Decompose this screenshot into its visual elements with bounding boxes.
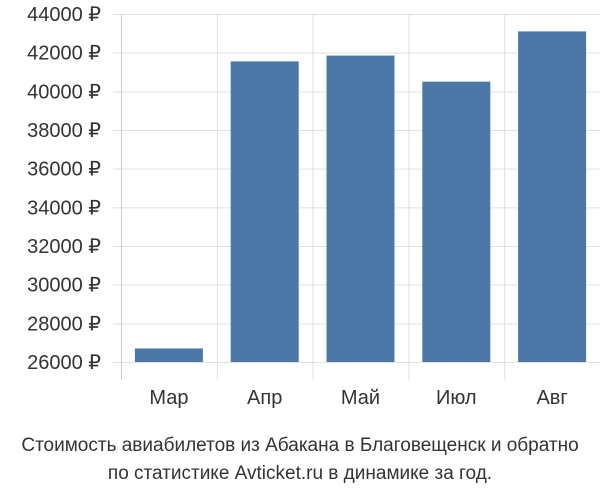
bar-1 bbox=[134, 348, 203, 362]
y-tick-label: 30000 ₽ bbox=[27, 275, 101, 297]
x-category-label: Мар bbox=[149, 387, 188, 409]
x-category-label: Июл bbox=[436, 387, 477, 409]
y-tick-label: 40000 ₽ bbox=[27, 81, 101, 103]
chart-caption-line-2: по статистике Avticket.ru в динамике за … bbox=[107, 463, 493, 484]
y-tick-label: 42000 ₽ bbox=[27, 43, 101, 65]
y-tick-label: 28000 ₽ bbox=[27, 313, 101, 335]
x-category-label: Апр bbox=[247, 387, 282, 409]
y-tick-label: 38000 ₽ bbox=[27, 120, 101, 142]
x-axis-category-labels: Мар Апр Май Июл Авг bbox=[149, 387, 567, 409]
bars bbox=[134, 31, 587, 363]
y-axis-tick-labels: 26000 ₽ 28000 ₽ 30000 ₽ 32000 ₽ 34000 ₽ 36000… bbox=[27, 4, 101, 374]
y-tick-label: 32000 ₽ bbox=[27, 236, 101, 258]
bar-4 bbox=[422, 81, 491, 363]
y-tick-label: 44000 ₽ bbox=[27, 4, 101, 26]
y-tick-label: 26000 ₽ bbox=[27, 352, 101, 374]
y-tick-label: 34000 ₽ bbox=[27, 197, 101, 219]
bar-2 bbox=[230, 61, 299, 362]
chart-caption-line-1: Стоимость авиабилетов из Абакана в Благо… bbox=[21, 435, 579, 456]
y-tick-label: 36000 ₽ bbox=[27, 159, 101, 181]
x-category-label: Май bbox=[341, 387, 380, 409]
x-category-label: Авг bbox=[536, 387, 567, 409]
bar-chart: 26000 ₽ 28000 ₽ 30000 ₽ 32000 ₽ 34000 ₽ 36000… bbox=[27, 4, 600, 409]
bar-3 bbox=[326, 55, 395, 363]
bar-5 bbox=[518, 31, 587, 363]
